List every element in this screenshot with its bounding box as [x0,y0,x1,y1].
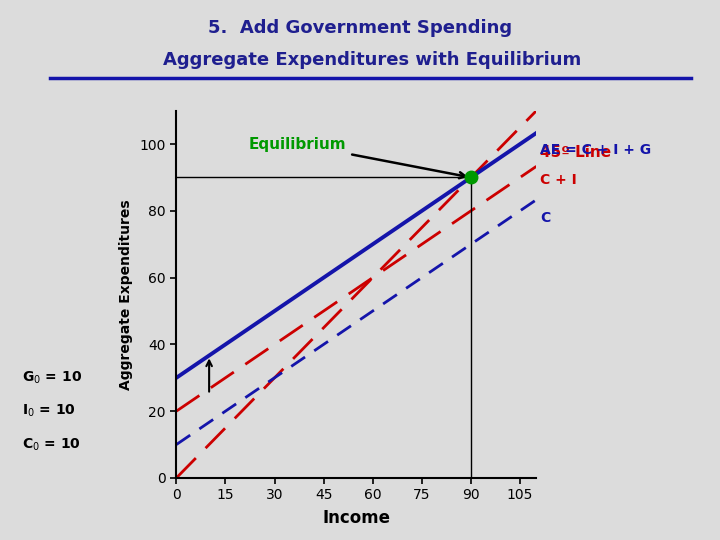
X-axis label: Income: Income [323,509,390,527]
Text: C + I: C + I [540,173,577,187]
Text: C$_0$ = 10: C$_0$ = 10 [22,436,81,453]
Text: 5.  Add Government Spending: 5. Add Government Spending [208,19,512,37]
Text: C: C [540,211,550,225]
Text: G$_0$ = 10: G$_0$ = 10 [22,369,81,386]
Text: Aggregate Expenditures with Equilibrium: Aggregate Expenditures with Equilibrium [138,51,582,69]
Text: AE = C + I + G: AE = C + I + G [540,143,651,157]
Text: I$_0$ = 10: I$_0$ = 10 [22,403,76,420]
Text: 45º Line: 45º Line [540,145,611,159]
Y-axis label: Aggregate Expenditures: Aggregate Expenditures [119,199,132,390]
Text: Equilibrium: Equilibrium [249,137,465,178]
